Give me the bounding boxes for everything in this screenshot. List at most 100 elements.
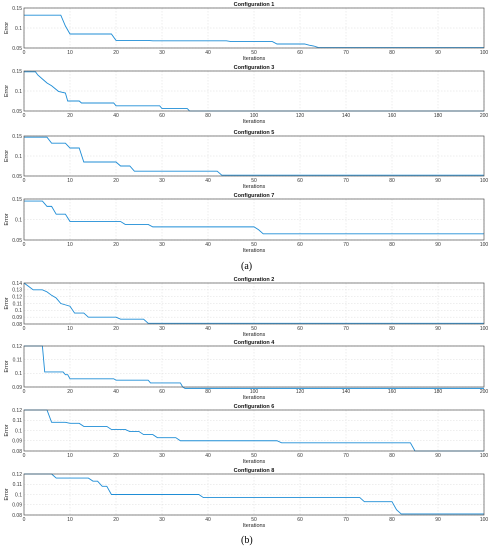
x-tick-label: 160 bbox=[388, 389, 397, 395]
x-tick-label: 60 bbox=[297, 242, 303, 248]
x-tick-label: 50 bbox=[251, 178, 257, 184]
x-tick-label: 40 bbox=[205, 178, 211, 184]
y-tick-label: 0.1 bbox=[15, 217, 22, 223]
y-tick-label: 0.15 bbox=[12, 134, 22, 140]
y-tick-label: 0.13 bbox=[12, 288, 22, 294]
x-tick-label: 140 bbox=[342, 389, 351, 395]
plot-frame bbox=[23, 198, 485, 241]
chart-panel-4: 0 10 20 30 40 50 60 70 80 90 100 0.05 0.1 0.15 Configu… bbox=[4, 193, 488, 254]
x-tick-label: 60 bbox=[297, 517, 303, 523]
x-tick-label: 90 bbox=[435, 517, 441, 523]
x-tick-label: 70 bbox=[343, 453, 349, 459]
y-tick-label: 0.1 bbox=[15, 428, 22, 434]
caption-a: (a) bbox=[241, 261, 253, 272]
y-tick-label: 0.09 bbox=[12, 385, 22, 391]
x-tick-label: 100 bbox=[480, 50, 489, 56]
x-axis-label: Iterations bbox=[243, 56, 266, 62]
chart-title: Configuration 7 bbox=[234, 193, 275, 199]
series-line bbox=[23, 282, 484, 324]
x-tick-label: 100 bbox=[480, 453, 489, 459]
x-tick-label: 80 bbox=[205, 113, 211, 119]
x-tick-label: 20 bbox=[113, 50, 119, 56]
x-tick-label: 50 bbox=[251, 50, 257, 56]
y-axis-label: Error bbox=[4, 297, 10, 309]
x-tick-label: 40 bbox=[113, 389, 119, 395]
x-tick-label: 70 bbox=[343, 326, 349, 332]
x-tick-label: 80 bbox=[389, 50, 395, 56]
y-tick-label: 0.11 bbox=[13, 301, 23, 307]
chart-panel-8: 0 10 20 30 40 50 60 70 80 90 100 0.08 0.09 0.1 0.11 0.1… bbox=[4, 468, 488, 529]
x-axis-label: Iterations bbox=[243, 119, 266, 125]
y-tick-label: 0.05 bbox=[12, 46, 22, 52]
x-tick-label: 80 bbox=[389, 453, 395, 459]
x-tick-label: 200 bbox=[480, 113, 489, 119]
x-tick-label: 50 bbox=[251, 326, 257, 332]
x-tick-label: 30 bbox=[159, 178, 165, 184]
y-axis-label: Error bbox=[4, 488, 10, 500]
x-tick-label: 30 bbox=[159, 242, 165, 248]
x-tick-label: 60 bbox=[297, 326, 303, 332]
y-axis-label: Error bbox=[4, 360, 10, 372]
x-tick-label: 0 bbox=[23, 242, 26, 248]
y-tick-label: 0.12 bbox=[12, 294, 22, 300]
series-line bbox=[24, 409, 484, 452]
chart-title: Configuration 3 bbox=[234, 65, 275, 71]
y-tick-label: 0.12 bbox=[12, 472, 22, 478]
x-tick-label: 80 bbox=[389, 242, 395, 248]
y-tick-label: 0.15 bbox=[12, 6, 22, 12]
x-tick-label: 40 bbox=[205, 50, 211, 56]
y-tick-label: 0.1 bbox=[15, 89, 22, 95]
y-axis-label: Error bbox=[4, 424, 10, 436]
x-tick-label: 40 bbox=[205, 242, 211, 248]
chart-title: Configuration 5 bbox=[234, 130, 275, 136]
x-tick-label: 90 bbox=[435, 242, 441, 248]
x-axis-label: Iterations bbox=[243, 332, 266, 338]
series-line bbox=[24, 14, 484, 49]
chart-title: Configuration 2 bbox=[234, 277, 275, 283]
x-tick-label: 100 bbox=[250, 389, 259, 395]
x-tick-label: 100 bbox=[480, 242, 489, 248]
plot-frame bbox=[23, 409, 485, 452]
x-tick-label: 90 bbox=[435, 326, 441, 332]
y-tick-label: 0.1 bbox=[15, 26, 22, 32]
y-tick-label: 0.05 bbox=[12, 174, 22, 180]
chart-panel-6: 0 20 40 60 80 100 120 140 160 180 200 0.09 0.1 0.11 0.… bbox=[4, 340, 488, 401]
x-tick-label: 60 bbox=[159, 113, 165, 119]
x-tick-label: 10 bbox=[67, 50, 73, 56]
x-tick-label: 200 bbox=[480, 389, 489, 395]
series-line bbox=[24, 200, 484, 235]
x-tick-label: 20 bbox=[113, 178, 119, 184]
x-tick-label: 60 bbox=[159, 389, 165, 395]
series-line bbox=[24, 473, 484, 515]
x-tick-label: 80 bbox=[389, 326, 395, 332]
y-tick-label: 0.14 bbox=[12, 281, 22, 287]
caption-b: (b) bbox=[241, 535, 253, 546]
x-tick-label: 140 bbox=[342, 113, 351, 119]
y-tick-label: 0.1 bbox=[15, 371, 22, 377]
series-line bbox=[24, 345, 484, 389]
chart-title: Configuration 1 bbox=[234, 2, 275, 8]
x-tick-label: 90 bbox=[435, 453, 441, 459]
x-tick-label: 60 bbox=[297, 453, 303, 459]
y-tick-label: 0.1 bbox=[15, 154, 22, 160]
chart-panel-1: 0 10 20 30 40 50 60 70 80 90 100 0.05 0.1 0.15 Configu… bbox=[4, 2, 488, 62]
x-tick-label: 70 bbox=[343, 517, 349, 523]
x-tick-label: 120 bbox=[296, 113, 305, 119]
x-tick-label: 100 bbox=[480, 517, 489, 523]
x-tick-label: 70 bbox=[343, 178, 349, 184]
x-axis-label: Iterations bbox=[243, 523, 266, 529]
y-tick-label: 0.05 bbox=[12, 238, 22, 244]
y-axis-label: Error bbox=[4, 22, 10, 34]
x-tick-label: 30 bbox=[159, 453, 165, 459]
x-tick-label: 20 bbox=[113, 326, 119, 332]
x-tick-label: 70 bbox=[343, 242, 349, 248]
y-tick-label: 0.12 bbox=[12, 344, 22, 350]
x-tick-label: 0 bbox=[23, 178, 26, 184]
x-tick-label: 180 bbox=[434, 113, 443, 119]
x-axis-label: Iterations bbox=[243, 184, 266, 190]
x-tick-label: 180 bbox=[434, 389, 443, 395]
y-axis-label: Error bbox=[4, 213, 10, 225]
x-tick-label: 10 bbox=[67, 326, 73, 332]
x-axis-label: Iterations bbox=[243, 248, 266, 254]
y-tick-label: 0.08 bbox=[12, 322, 22, 328]
